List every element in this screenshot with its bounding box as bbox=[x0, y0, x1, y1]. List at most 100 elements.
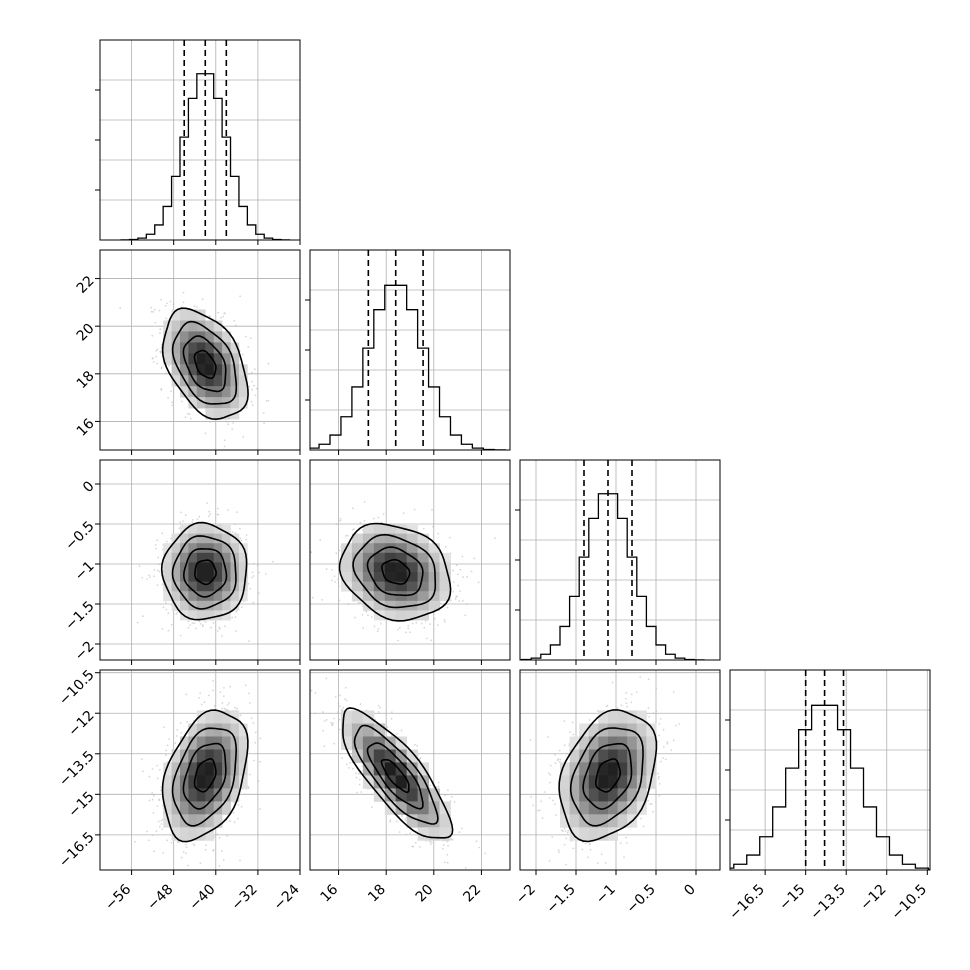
density-cell bbox=[238, 375, 248, 387]
sample-point bbox=[322, 711, 324, 714]
sample-point bbox=[151, 768, 154, 770]
density-cell bbox=[362, 762, 375, 776]
density-cell bbox=[238, 736, 248, 750]
density-cell bbox=[238, 552, 248, 563]
sample-point bbox=[247, 582, 250, 585]
sample-point bbox=[377, 627, 380, 630]
contour-2-1-3 bbox=[338, 522, 452, 622]
sample-point bbox=[239, 295, 242, 298]
sample-point bbox=[257, 592, 260, 594]
sample-point bbox=[252, 601, 255, 604]
sample-point bbox=[405, 631, 408, 634]
sample-point bbox=[341, 757, 343, 760]
sample-point bbox=[195, 627, 198, 630]
sample-point bbox=[196, 518, 199, 520]
sample-point bbox=[156, 777, 159, 780]
sample-point bbox=[253, 759, 256, 762]
density-cell bbox=[230, 600, 240, 611]
sample-point bbox=[323, 745, 326, 748]
sample-point bbox=[180, 400, 183, 403]
density-cell bbox=[238, 749, 248, 763]
sample-point bbox=[248, 385, 251, 388]
contour-2-0-2 bbox=[171, 535, 237, 610]
density-cell bbox=[417, 552, 429, 563]
sample-point bbox=[158, 799, 161, 802]
density-cell bbox=[384, 562, 397, 573]
y-tick-label-1-0: 16 bbox=[74, 416, 98, 440]
sample-point bbox=[172, 303, 175, 306]
sample-point bbox=[371, 806, 373, 808]
density-cell bbox=[439, 581, 451, 592]
density-cell bbox=[163, 342, 172, 354]
sample-point bbox=[396, 733, 398, 735]
density-cell bbox=[222, 342, 231, 354]
sample-point bbox=[409, 631, 411, 634]
sample-point bbox=[167, 397, 170, 399]
density-cell bbox=[171, 827, 181, 841]
density-cell bbox=[395, 572, 408, 582]
sample-point bbox=[439, 602, 442, 605]
sample-point bbox=[235, 630, 237, 632]
sample-point bbox=[159, 332, 161, 335]
sample-point bbox=[250, 400, 253, 403]
density-cell bbox=[188, 562, 198, 573]
sample-point bbox=[166, 744, 169, 747]
sample-point bbox=[429, 623, 431, 626]
sample-point bbox=[160, 298, 163, 301]
sample-point bbox=[420, 622, 423, 625]
sample-point bbox=[249, 337, 252, 339]
sample-point bbox=[167, 629, 170, 632]
sample-point bbox=[439, 874, 441, 876]
sample-point bbox=[456, 595, 458, 598]
density-cell bbox=[196, 814, 206, 828]
sample-point bbox=[311, 596, 314, 599]
sample-point bbox=[462, 576, 465, 578]
sample-point bbox=[184, 416, 187, 419]
sample-point bbox=[154, 876, 156, 878]
sample-point bbox=[400, 729, 403, 732]
density-cell bbox=[205, 788, 215, 802]
density-cell bbox=[417, 600, 429, 611]
density-cell bbox=[362, 572, 375, 582]
density-cell bbox=[428, 543, 440, 554]
density-cell bbox=[180, 600, 189, 611]
sample-point bbox=[212, 622, 215, 624]
density-cell bbox=[205, 610, 215, 621]
sample-point bbox=[226, 421, 229, 423]
sample-point bbox=[198, 620, 201, 623]
density-cell bbox=[171, 543, 181, 554]
sample-point bbox=[459, 590, 461, 592]
sample-point bbox=[253, 384, 255, 387]
sample-point bbox=[222, 695, 225, 697]
density-cell bbox=[163, 788, 172, 802]
sample-point bbox=[223, 439, 226, 442]
density-cell bbox=[163, 543, 172, 554]
sample-point bbox=[224, 420, 227, 423]
sample-point bbox=[170, 537, 173, 540]
density-cell bbox=[188, 397, 198, 409]
contour-3-0-3 bbox=[161, 709, 249, 843]
sample-point bbox=[372, 517, 375, 520]
sample-point bbox=[200, 703, 203, 706]
y-tick-label-3-0: −16.5 bbox=[56, 829, 98, 871]
sample-point bbox=[156, 362, 159, 365]
sample-point bbox=[141, 577, 144, 579]
sample-point bbox=[395, 820, 398, 823]
sample-point bbox=[262, 412, 265, 414]
y-tick-label-1-1: 18 bbox=[74, 368, 98, 392]
density-cell bbox=[362, 591, 375, 602]
sample-point bbox=[359, 601, 362, 604]
density-cell bbox=[406, 533, 419, 544]
density-cell bbox=[180, 762, 189, 776]
sample-point bbox=[148, 799, 151, 802]
density-cell bbox=[373, 552, 386, 563]
sample-point bbox=[331, 569, 333, 571]
density-cell bbox=[351, 749, 364, 763]
density-cell bbox=[362, 562, 375, 573]
sample-point bbox=[199, 692, 202, 694]
sample-point bbox=[161, 583, 164, 585]
sample-point bbox=[245, 335, 247, 338]
contour-1-0-2 bbox=[171, 320, 238, 405]
sample-point bbox=[157, 556, 160, 559]
panel-frame bbox=[99, 459, 301, 661]
